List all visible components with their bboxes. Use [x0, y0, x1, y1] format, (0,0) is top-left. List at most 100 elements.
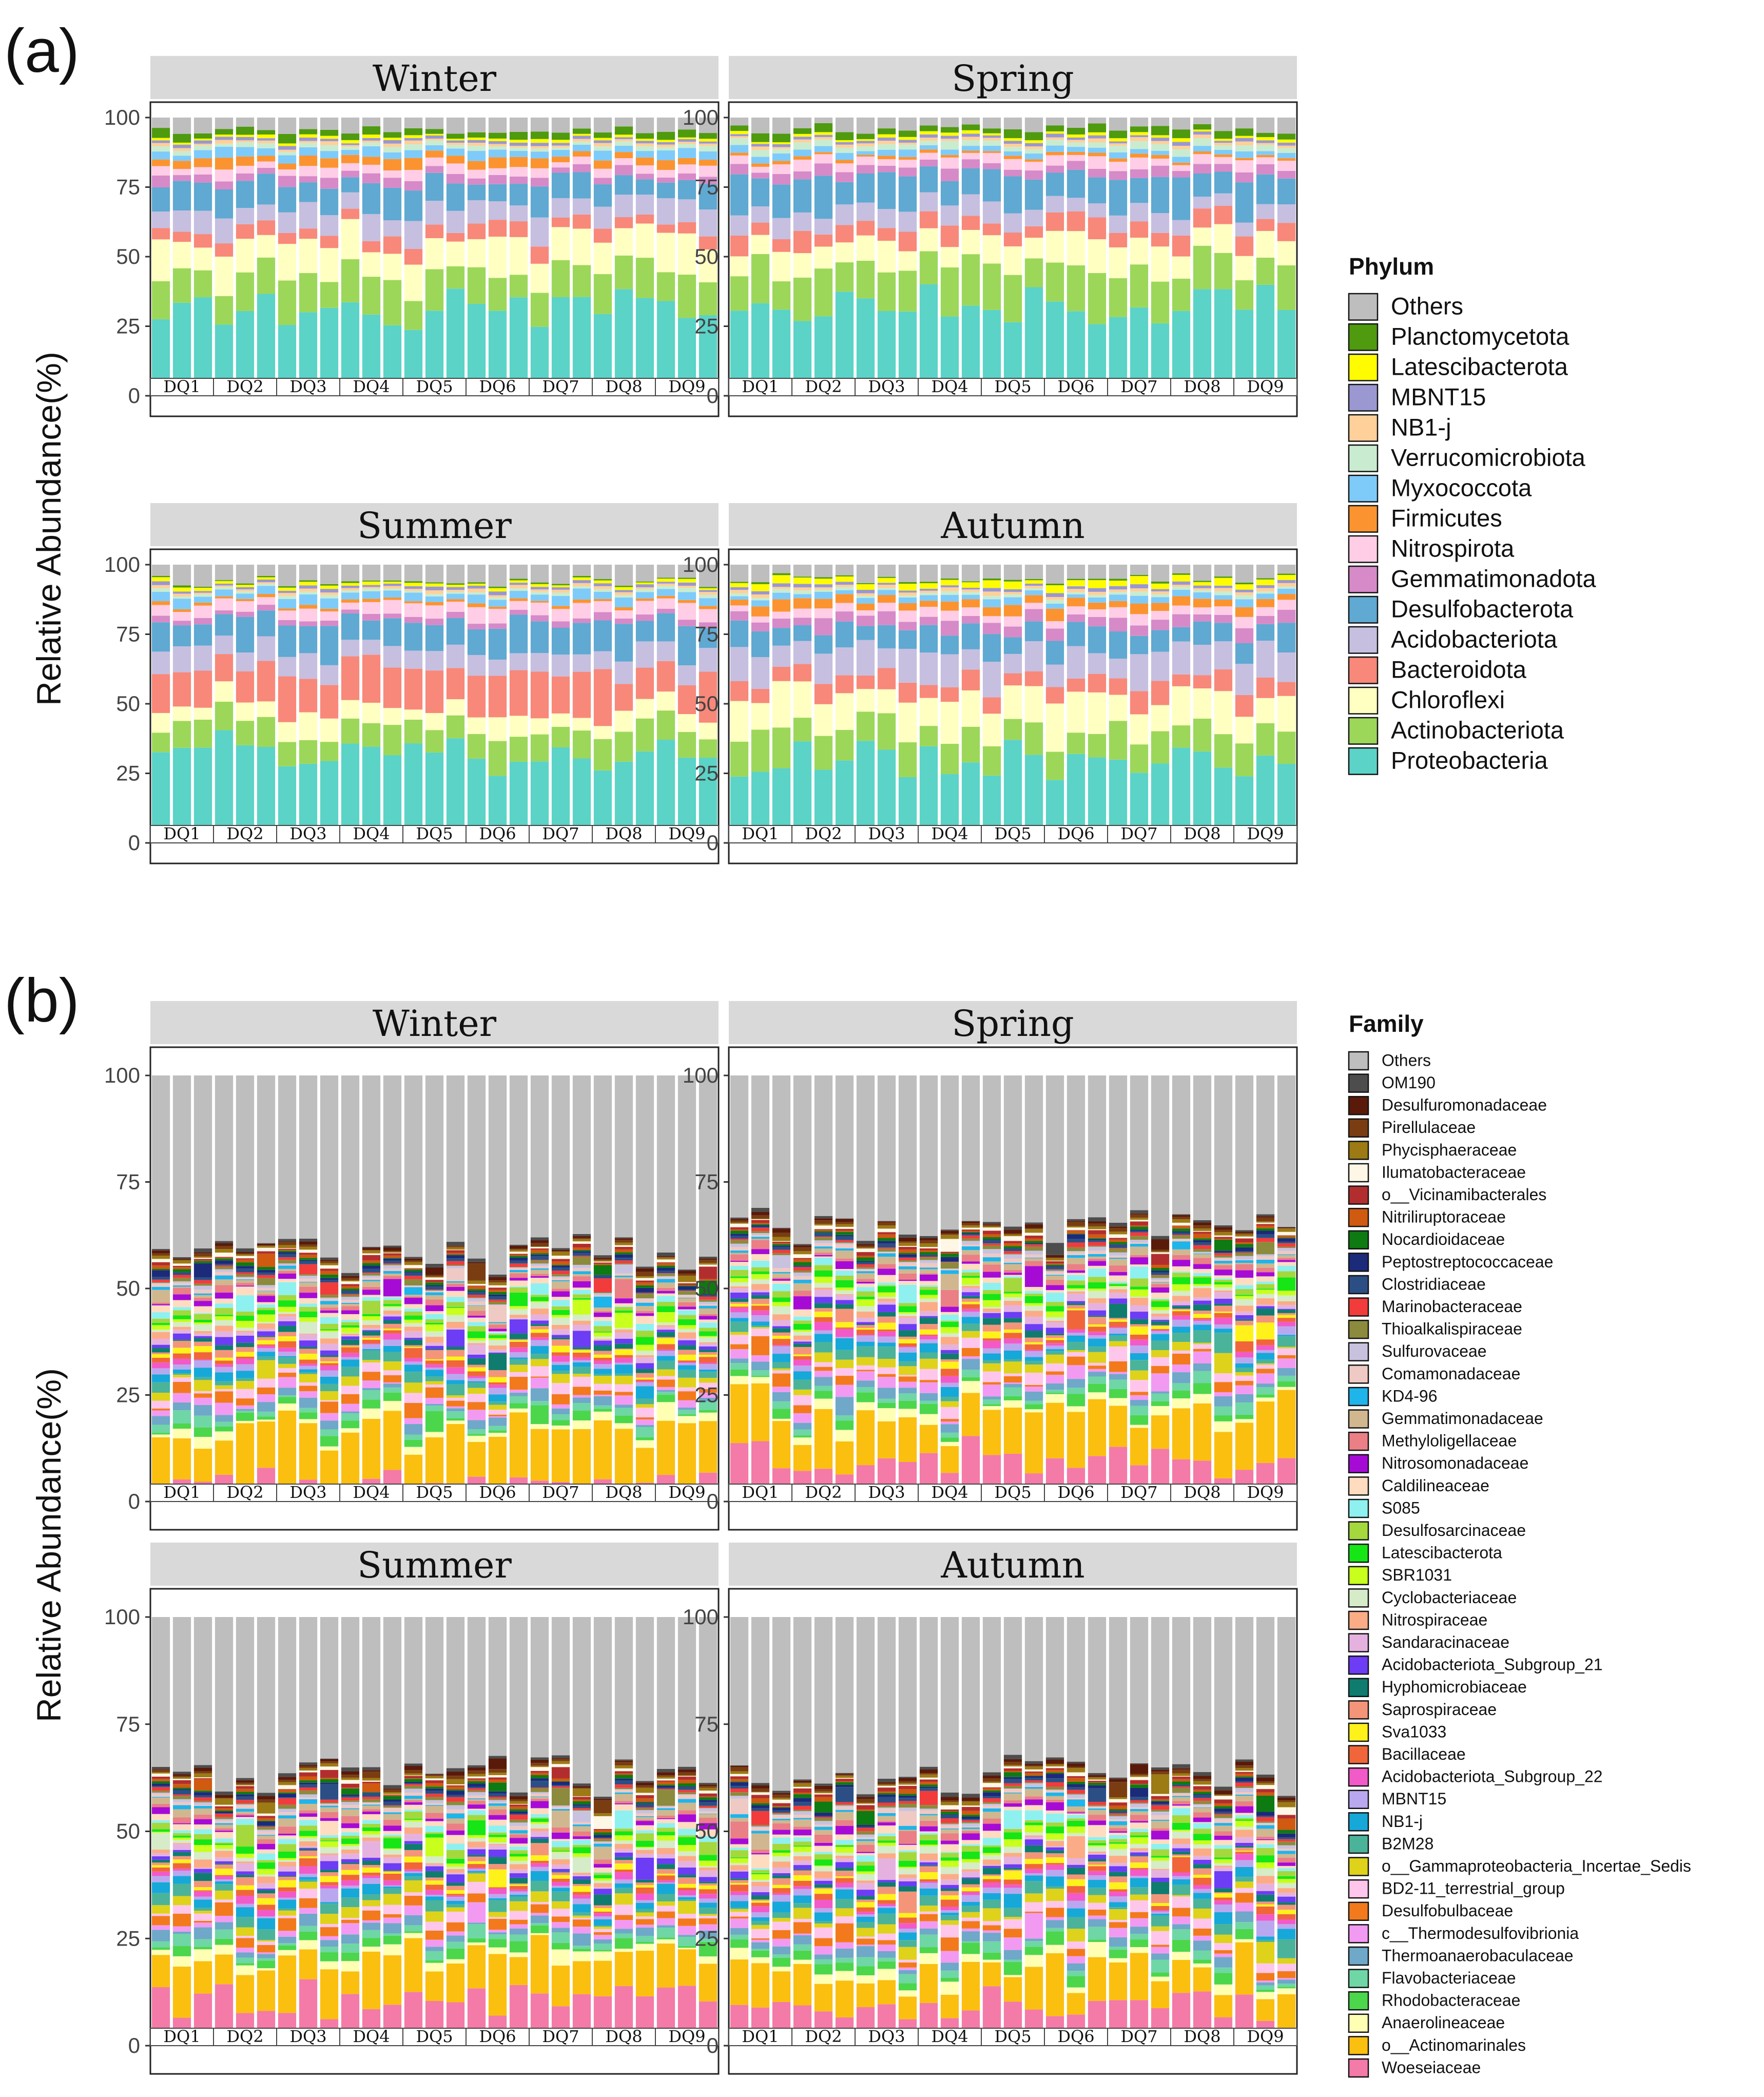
segment-Saprospiraceae — [509, 1339, 528, 1340]
segment-Desulfuromonadaceae — [772, 1228, 791, 1233]
segment-Desulfosarcinaceae — [1172, 1273, 1191, 1278]
segment-Latescibacterota — [509, 140, 528, 143]
segment-MBNT15 — [530, 587, 549, 590]
segment-Hyphomicrobiaceae — [1067, 1303, 1085, 1305]
segment-Phycisphaeraceae — [699, 1263, 718, 1265]
segment-Desulfobacterota — [635, 621, 654, 642]
segment-Gemmatimonadota — [151, 175, 170, 187]
segment-Bacillaceae — [299, 1858, 318, 1867]
segment-NB1-j — [814, 587, 833, 590]
segment-o__Actinomarinales — [193, 1961, 212, 1994]
segment-Phycisphaeraceae — [572, 1239, 591, 1242]
segment-Others — [1088, 118, 1107, 124]
segment-Actinobacteriota — [1109, 721, 1128, 760]
segment-Nitrospiraceae — [320, 1853, 339, 1855]
segment-Gemmatimonadota — [551, 167, 570, 173]
segment-Sulfurovaceae — [551, 1276, 570, 1278]
segment-Acidobacteriota_Subgroup_22 — [257, 1345, 276, 1348]
segment-Others — [1235, 565, 1254, 583]
segment-Saprospiraceae — [383, 1323, 402, 1329]
site-box — [402, 1484, 467, 1502]
segment-NB1-j — [383, 1345, 402, 1352]
segment-Actinobacteriota — [699, 739, 718, 758]
segment-Desulfosarcinaceae — [509, 1287, 528, 1293]
segment-Methyloligellaceae — [677, 1302, 696, 1307]
segment-Sulfurovaceae — [919, 1260, 938, 1263]
segment-Clostridiaceae — [572, 1253, 591, 1256]
segment-Cyclobacteriaceae — [1130, 1296, 1149, 1298]
bars — [730, 565, 1296, 843]
segment-o__Vicinamibacterales — [793, 1258, 812, 1260]
segment-c__Thermodesulfovibrionia — [1003, 1382, 1022, 1384]
segment-Bacillaceae — [488, 1382, 507, 1385]
segment-Others — [772, 1075, 791, 1228]
segment-Myxococcota — [1193, 146, 1212, 151]
segment-Pirellulaceae — [215, 1246, 234, 1249]
segment-Acidobacteriota — [551, 198, 570, 218]
segment-B2M28 — [1130, 1360, 1149, 1371]
segment-Desulfobacterota — [1067, 622, 1085, 646]
segment-Rhodobacteraceae — [751, 1376, 770, 1377]
segment-Chloroflexi — [751, 235, 770, 254]
segment-Anaerolineaceae — [593, 1411, 612, 1420]
segment-Gemmatimonadaceae — [425, 1295, 444, 1300]
segment-Flavobacteriaceae — [919, 1400, 938, 1404]
segment-c__Thermodesulfovibrionia — [383, 1382, 402, 1384]
segment-Acidobacteriota_Subgroup_22 — [656, 1349, 675, 1351]
segment-Acidobacteriota_Subgroup_22 — [919, 1335, 938, 1340]
segment-o__Gammaproteobacteria_Incertae_Sedis — [1109, 1341, 1128, 1347]
segment-MBNT15 — [151, 1368, 170, 1375]
segment-Desulfobulbaceae — [1130, 1392, 1149, 1395]
segment-Nitrospirota — [982, 152, 1001, 163]
segment-c__Thermodesulfovibrionia — [236, 1948, 255, 1953]
segment-Verrucomicrobiota — [898, 595, 917, 598]
segment-NB1-j — [940, 1387, 959, 1397]
segment-Saprospiraceae — [835, 1309, 854, 1322]
segment-Acidobacteriota_Subgroup_22 — [793, 1359, 812, 1366]
segment-MBNT15 — [299, 1365, 318, 1370]
segment-Verrucomicrobiota — [1045, 140, 1064, 146]
segment-Peptostreptococcaceae — [699, 1294, 718, 1296]
segment-Comamonadaceae — [425, 1291, 444, 1293]
segment-Phycisphaeraceae — [1214, 1232, 1233, 1236]
bar-DQ3-1 — [856, 565, 875, 843]
segment-Caldilineaceae — [236, 1817, 255, 1819]
segment-Bacteroidota — [814, 234, 833, 247]
segment-NB1-j — [898, 142, 917, 145]
segment-o__Actinomarinales — [404, 1454, 423, 1487]
segment-KD4-96 — [215, 1823, 234, 1825]
segment-o__Actinomarinales — [151, 1955, 170, 1988]
segment-OM190 — [1024, 1222, 1043, 1224]
segment-Bacteroidota — [383, 667, 402, 708]
segment-Desulfosarcinaceae — [362, 1301, 381, 1314]
segment-Pirellulaceae — [1024, 1228, 1043, 1229]
segment-Sulfurovaceae — [656, 1276, 675, 1278]
segment-Latescibacterota — [961, 1276, 980, 1278]
segment-o__Vicinamibacterales — [1088, 1230, 1107, 1235]
segment-Acidobacteriota_Subgroup_22 — [425, 1364, 444, 1368]
segment-MBNT15 — [1109, 141, 1128, 144]
segment-c__Thermodesulfovibrionia — [172, 1393, 191, 1403]
segment-Thermoanaerobaculaceae — [751, 1361, 770, 1371]
segment-Thioalkalispiraceae — [919, 1257, 938, 1260]
segment-Methyloligellaceae — [877, 1264, 896, 1269]
segment-Caldilineaceae — [193, 1306, 212, 1313]
segment-Actinobacteriota — [1088, 734, 1107, 758]
segment-Desulfobacterota — [488, 628, 507, 660]
segment-Nitriliruptoraceae — [257, 1254, 276, 1267]
segment-Clostridiaceae — [193, 1795, 212, 1798]
segment-Bacteroidota — [1130, 221, 1149, 238]
segment-Sva1033 — [320, 1876, 339, 1882]
segment-Acidobacteriota — [446, 644, 465, 668]
segment-MBNT15 — [193, 1896, 212, 1900]
segment-o__Actinomarinales — [1003, 1407, 1022, 1454]
segment-Nitriliruptoraceae — [919, 1250, 938, 1253]
segment-Sandaracinaceae — [961, 1287, 980, 1293]
segment-Anaerolineaceae — [236, 1965, 255, 1975]
segment-Nitrospirota — [1235, 160, 1254, 172]
bar-DQ2-2 — [236, 1617, 255, 2046]
segment-Latescibacterota — [982, 580, 1001, 588]
segment-Gemmatimonadaceae — [835, 1250, 854, 1259]
segment-Sulfurovaceae — [151, 1793, 170, 1794]
segment-Desulfobacterota — [1067, 169, 1085, 198]
